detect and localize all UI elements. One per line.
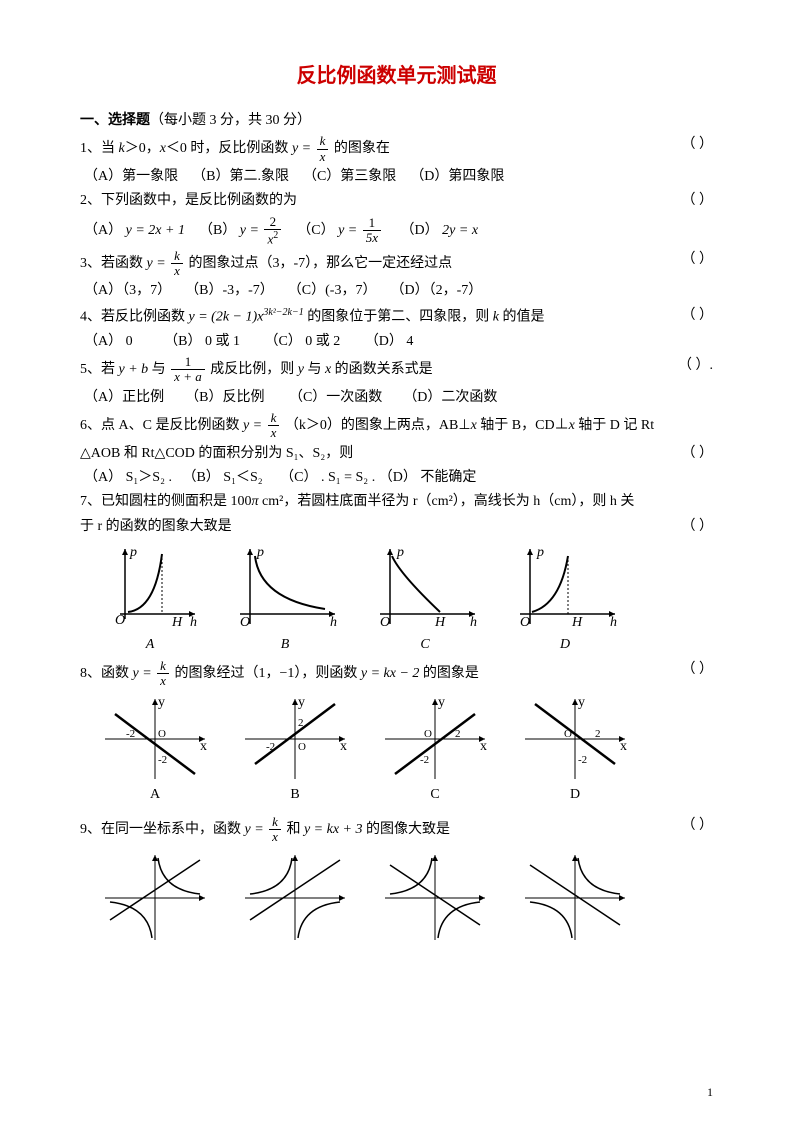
q5-options: （A）正比例 （B）反比例 （C）一次函数 （D）二次函数 — [84, 387, 713, 409]
q9-graph-2 — [240, 850, 350, 945]
svg-text:h: h — [190, 615, 197, 630]
q7-stem-1: 7、已知圆柱的侧面积是 100π cm²，若圆柱底面半径为 r（cm²），高线长… — [80, 491, 713, 513]
q7-graph-d: O p H h D — [510, 544, 620, 656]
q7-stem-2: 于 r 的函数的图象大致是 （ ） — [80, 516, 713, 538]
q1-options: （A）第一象限 （B）第二.象限 （C）第三象限 （D）第四象限 — [84, 166, 713, 188]
q6-blank: （ ） — [682, 443, 714, 465]
svg-text:2: 2 — [595, 728, 601, 740]
q1-blank: （ ） — [682, 134, 714, 156]
svg-text:-2: -2 — [126, 728, 135, 740]
svg-text:-2: -2 — [420, 754, 429, 766]
svg-text:x: x — [200, 739, 207, 754]
svg-text:O: O — [380, 615, 390, 630]
q3-stem: 3、若函数 y = kx 的图象过点（3，-7），那么它一定还经过点 （ ） — [80, 249, 713, 279]
q6-stem-1: 6、点 A、C 是反比例函数 y = kx （k＞0）的图象上两点，AB⊥x 轴… — [80, 411, 713, 441]
svg-text:-2: -2 — [266, 741, 275, 753]
q2-options: （A） y = 2x + 1 （B） y = 2x2 （C） y = 15x （… — [84, 215, 713, 247]
q9-graph-3 — [380, 850, 490, 945]
q4-stem: 4、若反比例函数 y = (2k − 1)x3k²−2k−1 的图象位于第二、四… — [80, 305, 713, 329]
q7-graph-c: O p H h C — [370, 544, 480, 656]
q8-stem: 8、函数 y = kx 的图象经过（1，−1），则函数 y = kx − 2 的… — [80, 659, 713, 689]
svg-text:y: y — [298, 695, 305, 710]
q7-graphs: O H p h A O p h B O p H h C — [100, 544, 713, 656]
q9-graphs — [100, 850, 713, 945]
svg-text:O: O — [115, 613, 125, 628]
q4-blank: （ ） — [682, 305, 714, 327]
svg-text:p: p — [396, 545, 404, 560]
q8-graph-a: yx O -2 -2 A — [100, 694, 210, 806]
section-1-header: 一、选择题（每小题 3 分，共 30 分） — [80, 110, 713, 132]
svg-text:p: p — [536, 545, 544, 560]
svg-text:y: y — [158, 695, 165, 710]
svg-text:y: y — [578, 695, 585, 710]
svg-text:p: p — [129, 545, 137, 560]
q6-options: （A） S₁＞S₂ . （B） S₁＜S₂ （C） . S₁ = S₂ . （D… — [84, 467, 713, 489]
q8-graph-b: yx O 2 -2 B — [240, 694, 350, 806]
q8-blank: （ ） — [682, 659, 714, 681]
q3-blank: （ ） — [682, 249, 714, 271]
svg-text:x: x — [340, 739, 347, 754]
q9-graph-4 — [520, 850, 630, 945]
q9-blank: （ ） — [682, 815, 714, 837]
q7-graph-a: O H p h A — [100, 544, 200, 656]
svg-text:-2: -2 — [158, 754, 167, 766]
svg-text:O: O — [240, 615, 250, 630]
svg-text:-2: -2 — [578, 754, 587, 766]
q4-options: （A） 0 （B） 0 或 1 （C） 0 或 2 （D） 4 — [84, 331, 713, 353]
q2-blank: （ ） — [682, 190, 714, 212]
svg-text:p: p — [256, 545, 264, 560]
q7-blank: （ ） — [682, 516, 714, 538]
svg-text:H: H — [434, 615, 446, 630]
svg-text:h: h — [330, 615, 337, 630]
q5-stem: 5、若 y + b 与 1x + a 成反比例，则 y 与 x 的函数关系式是 … — [80, 355, 713, 385]
q2-stem: 2、下列函数中，是反比例函数的为 （ ） — [80, 190, 713, 212]
svg-text:h: h — [610, 615, 617, 630]
page-number: 1 — [707, 1083, 713, 1102]
svg-text:O: O — [564, 728, 572, 740]
q8-graph-c: yx O -2 2 C — [380, 694, 490, 806]
svg-text:2: 2 — [298, 717, 304, 729]
q7-graph-b: O p h B — [230, 544, 340, 656]
page-title: 反比例函数单元测试题 — [80, 60, 713, 92]
svg-text:2: 2 — [455, 728, 461, 740]
q5-blank: （ ）. — [678, 355, 713, 377]
svg-text:x: x — [480, 739, 487, 754]
svg-text:O: O — [158, 728, 166, 740]
svg-text:y: y — [438, 695, 445, 710]
q9-graph-1 — [100, 850, 210, 945]
svg-text:O: O — [520, 615, 530, 630]
q8-graphs: yx O -2 -2 A yx O 2 -2 B yx O -2 2 C — [100, 694, 713, 806]
q3-options: （A）（3，7） （B）-3，-7） （C）(-3，7） （D）（2，-7） — [84, 280, 713, 302]
q8-graph-d: yx O -2 2 D — [520, 694, 630, 806]
svg-text:H: H — [571, 615, 583, 630]
svg-text:H: H — [171, 615, 183, 630]
q9-stem: 9、在同一坐标系中，函数 y = kx 和 y = kx + 3 的图像大致是 … — [80, 815, 713, 845]
svg-text:h: h — [470, 615, 477, 630]
svg-text:O: O — [424, 728, 432, 740]
q1-stem: 1、当 k＞0，x＜0 时，反比例函数 y = kx 的图象在 （ ） — [80, 134, 713, 164]
svg-text:x: x — [620, 739, 627, 754]
q6-stem-2: △AOB 和 Rt△COD 的面积分别为 S₁、S₂，则 （ ） — [80, 443, 713, 465]
svg-text:O: O — [298, 741, 306, 753]
